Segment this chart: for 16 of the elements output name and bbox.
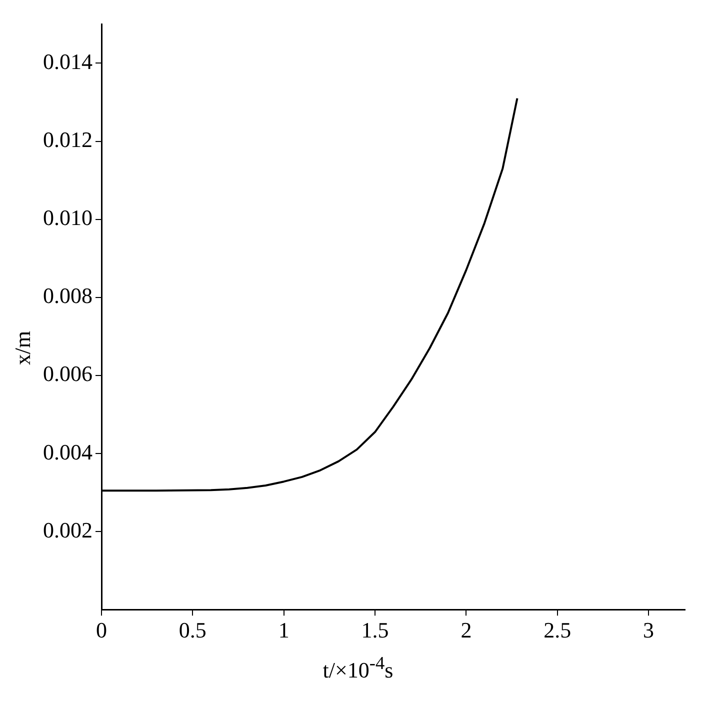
y-tick-label: 0.010 xyxy=(43,205,92,230)
y-tick-label: 0.012 xyxy=(43,127,92,152)
x-tick-label: 0 xyxy=(96,618,107,643)
x-tick-label: 2.5 xyxy=(544,618,572,643)
x-tick-label: 1.5 xyxy=(361,618,389,643)
y-tick-label: 0.008 xyxy=(43,283,92,308)
y-tick-label: 0.014 xyxy=(43,49,92,74)
x-tick-label: 2 xyxy=(460,618,472,643)
y-tick-label: 0.002 xyxy=(43,517,92,542)
x-axis-title: t/×10$^{-4}$s xyxy=(322,653,394,684)
y-tick-label: 0.004 xyxy=(43,439,92,464)
y-axis-title: x/m xyxy=(10,330,36,366)
x-tick-label: 1 xyxy=(278,618,290,643)
x-tick-label: 0.5 xyxy=(178,618,206,643)
y-tick-label: 0.006 xyxy=(43,361,92,386)
x-tick-label: 3 xyxy=(643,618,654,643)
